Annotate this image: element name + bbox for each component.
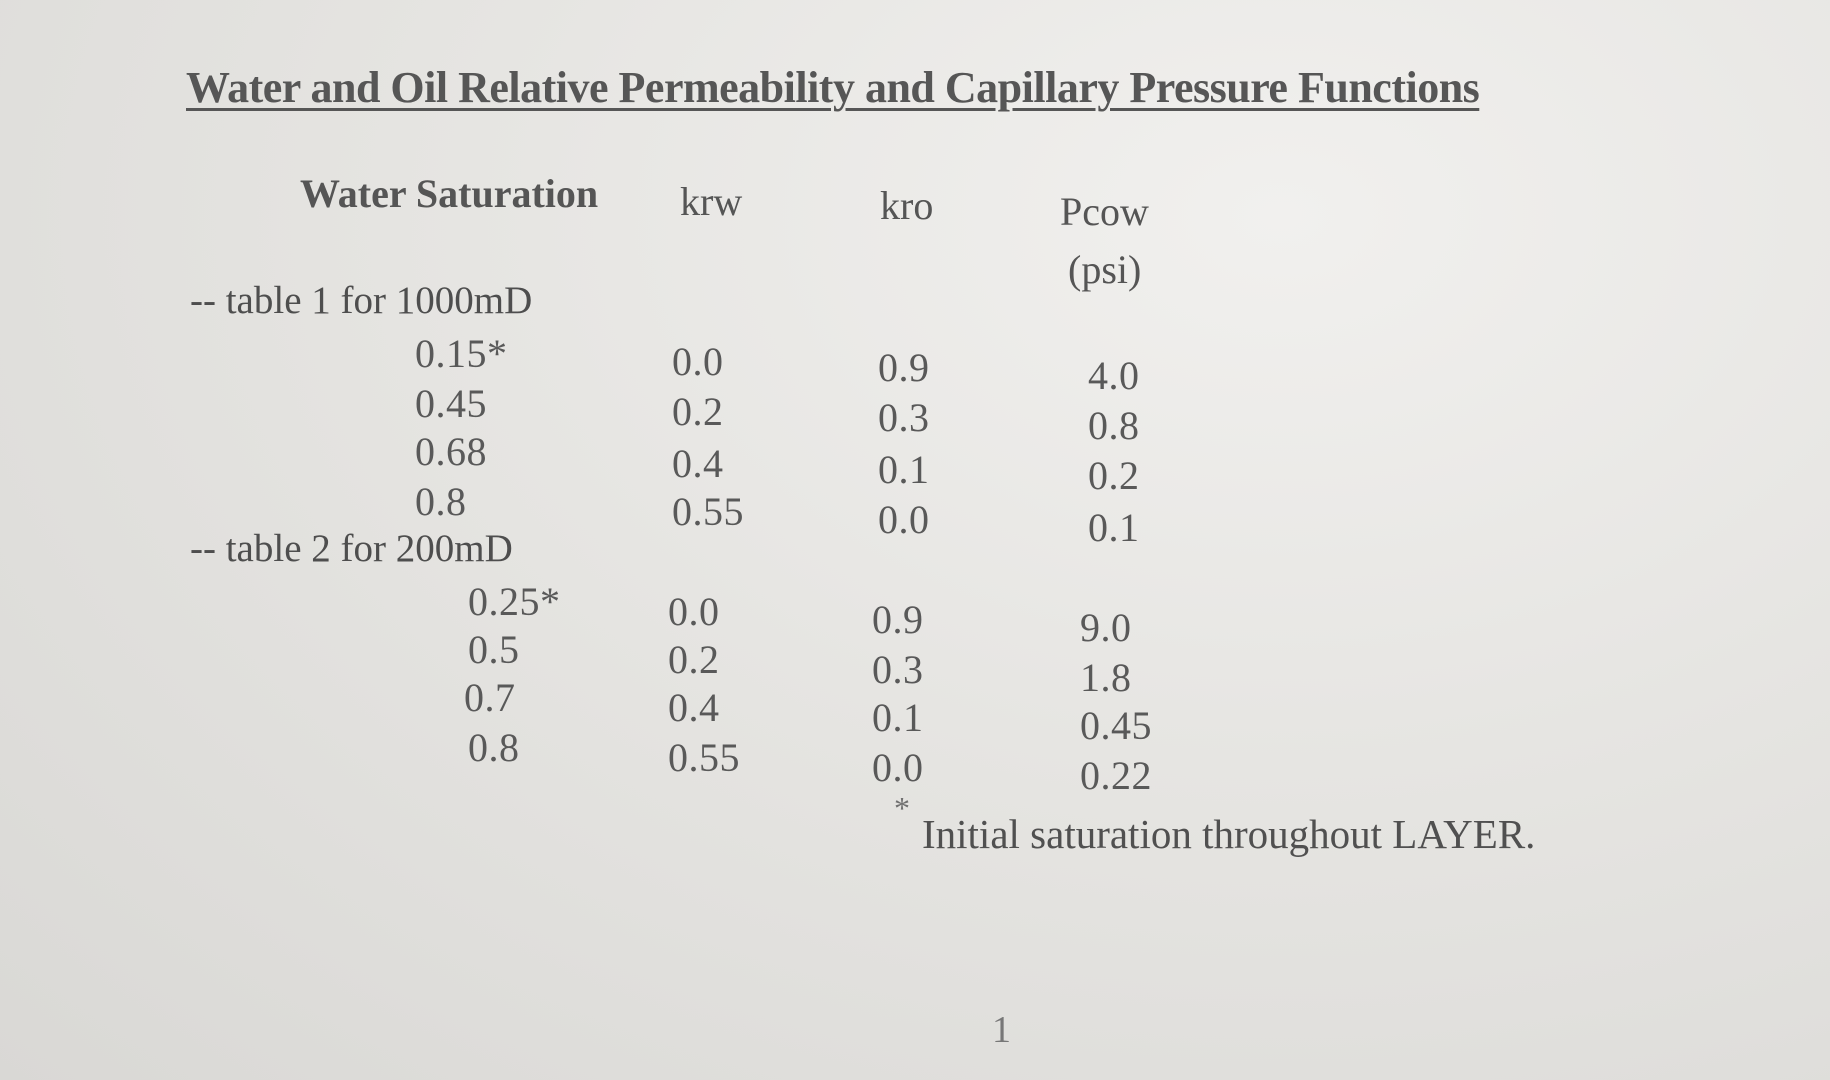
table-1-label: -- table 1 for 1000mD bbox=[190, 279, 533, 322]
table-2-krw-1: 0.0 bbox=[668, 589, 720, 634]
table-1-krw-2: 0.2 bbox=[672, 389, 724, 434]
page-number: 1 bbox=[992, 1009, 1011, 1051]
table-1-pcow-1: 4.0 bbox=[1088, 353, 1140, 398]
table-2-pcow-2: 1.8 bbox=[1080, 655, 1132, 700]
header-pcow-unit: (psi) bbox=[1068, 247, 1142, 292]
table-2-label: -- table 2 for 200mD bbox=[190, 527, 513, 570]
table-1-sw-1: 0.15* bbox=[415, 331, 508, 376]
table-2-pcow-3: 0.45 bbox=[1080, 703, 1152, 748]
table-2-sw-3: 0.7 bbox=[464, 675, 516, 720]
table-2-krw-3: 0.4 bbox=[668, 685, 720, 730]
table-2-sw-1: 0.25* bbox=[468, 579, 561, 624]
table-2-kro-4: 0.0 bbox=[872, 745, 924, 790]
table-1-sw-4: 0.8 bbox=[415, 479, 467, 524]
header-kro: kro bbox=[880, 183, 934, 228]
table-2-krw-4: 0.55 bbox=[668, 735, 740, 780]
table-2-kro-2: 0.3 bbox=[872, 647, 924, 692]
footnote-mark: * bbox=[894, 790, 910, 826]
table-2-krw-2: 0.2 bbox=[668, 637, 720, 682]
table-1-kro-3: 0.1 bbox=[878, 447, 930, 492]
table-2-sw-4: 0.8 bbox=[468, 725, 520, 770]
table-2-pcow-1: 9.0 bbox=[1080, 605, 1132, 650]
header-krw: krw bbox=[680, 179, 743, 224]
table-1-kro-1: 0.9 bbox=[878, 345, 930, 390]
table-1-krw-1: 0.0 bbox=[672, 339, 724, 384]
document-title: Water and Oil Relative Permeability and … bbox=[186, 63, 1480, 112]
footnote-text: Initial saturation throughout LAYER. bbox=[922, 811, 1536, 857]
table-1-sw-3: 0.68 bbox=[415, 429, 487, 474]
table-1-sw-2: 0.45 bbox=[415, 381, 487, 426]
table-1-krw-4: 0.55 bbox=[672, 489, 744, 534]
table-2-kro-1: 0.9 bbox=[872, 597, 924, 642]
table-2-sw-2: 0.5 bbox=[468, 627, 520, 672]
table-1-pcow-2: 0.8 bbox=[1088, 403, 1140, 448]
table-1-kro-4: 0.0 bbox=[878, 497, 930, 542]
table-1-pcow-3: 0.2 bbox=[1088, 453, 1140, 498]
table-1-pcow-4: 0.1 bbox=[1088, 505, 1140, 550]
header-water-saturation: Water Saturation bbox=[300, 171, 599, 216]
table-2-kro-3: 0.1 bbox=[872, 695, 924, 740]
table-2-pcow-4: 0.22 bbox=[1080, 753, 1152, 798]
header-pcow: Pcow bbox=[1060, 189, 1149, 234]
table-1-krw-3: 0.4 bbox=[672, 441, 724, 486]
table-1-kro-2: 0.3 bbox=[878, 395, 930, 440]
